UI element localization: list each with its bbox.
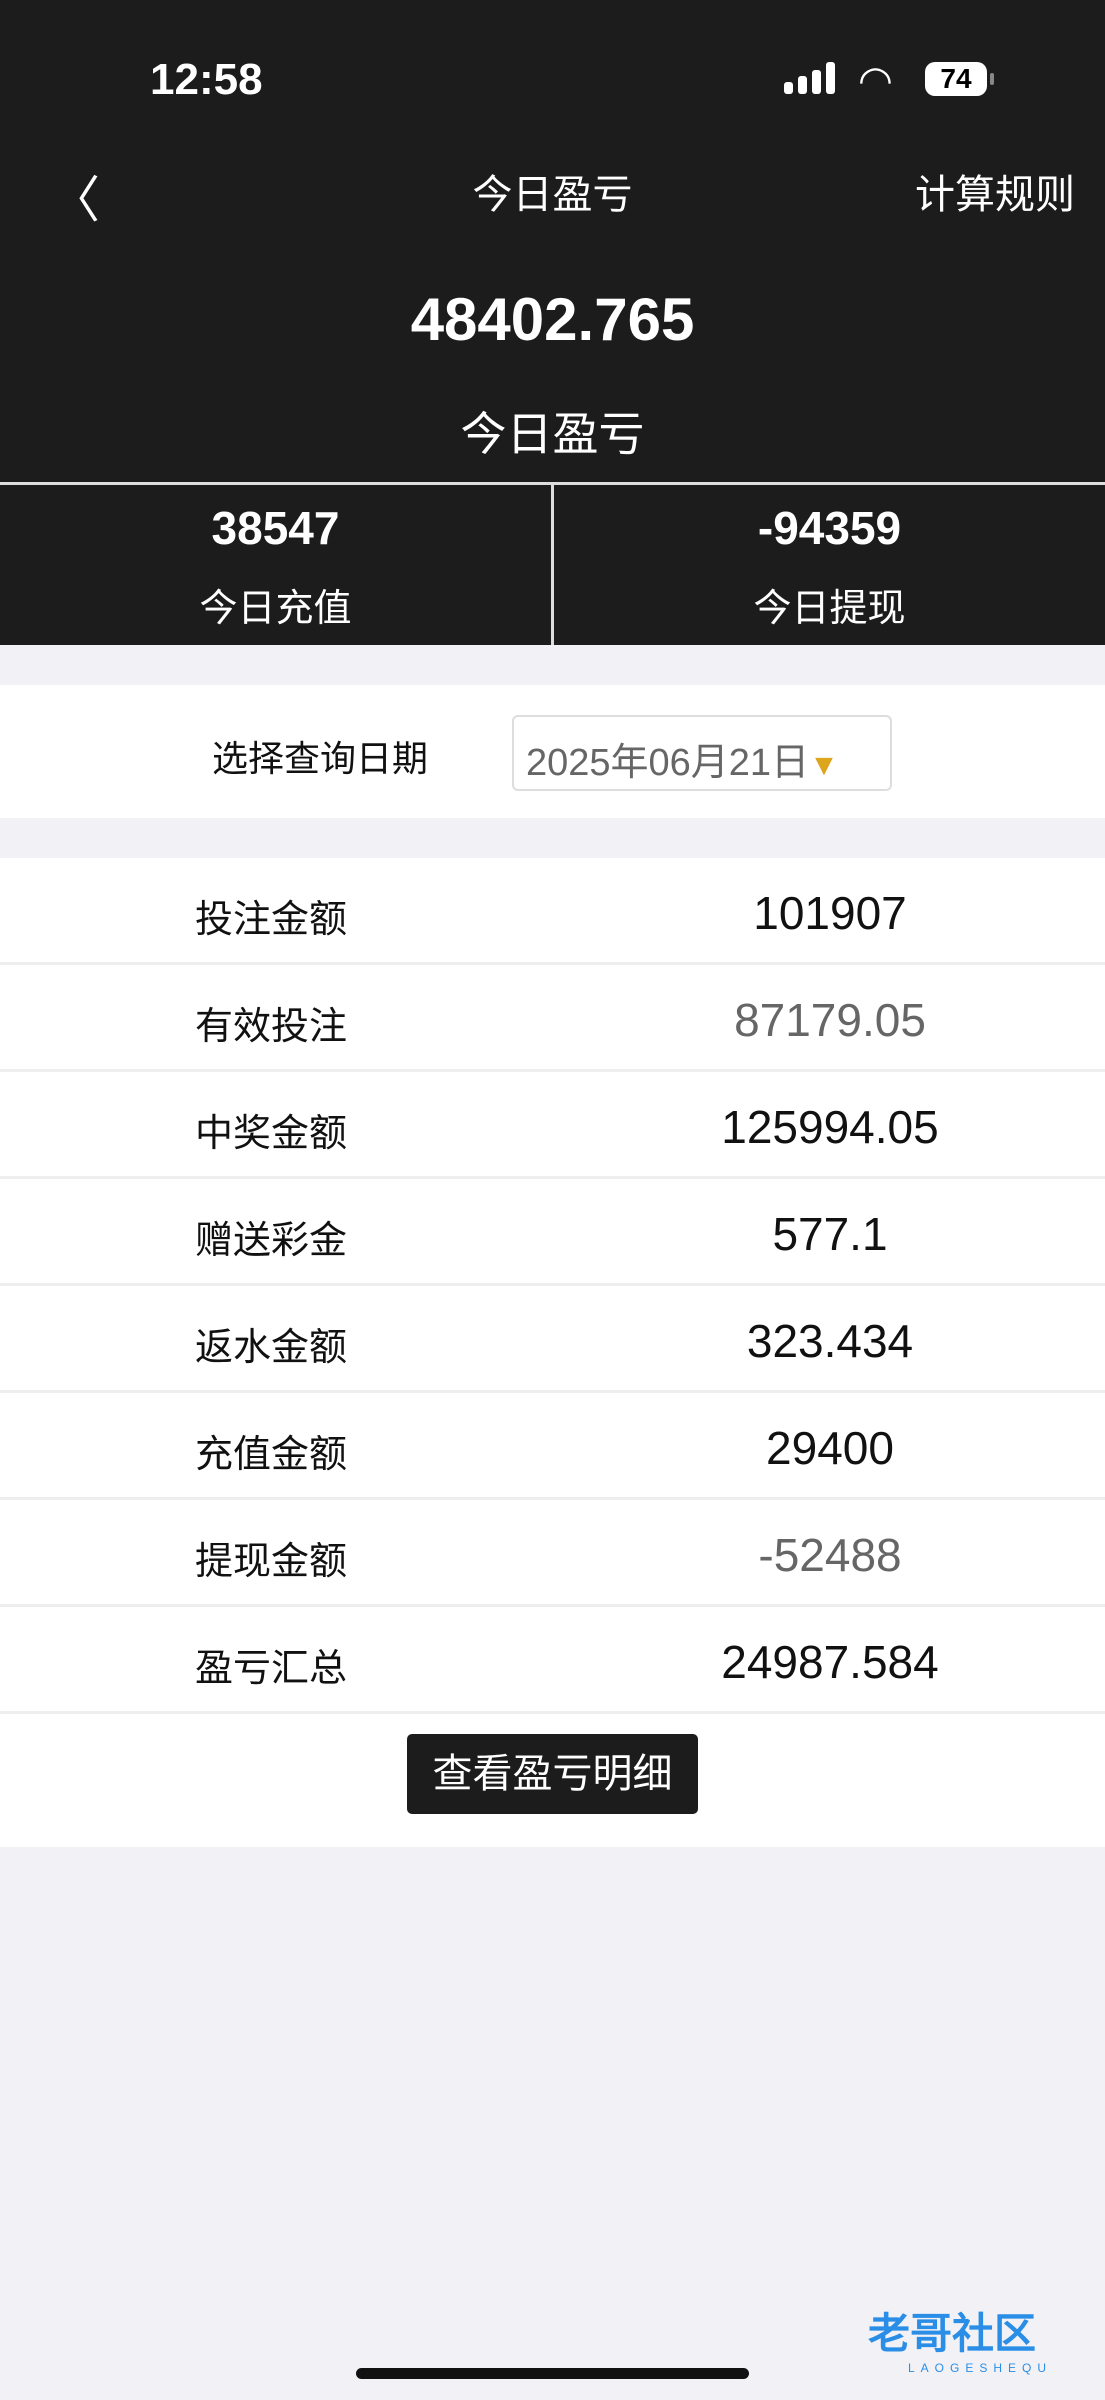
table-row: 投注金额 101907 — [0, 858, 1105, 965]
row-label: 提现金额 — [195, 1541, 348, 1583]
wifi-icon: ◠ — [858, 59, 893, 103]
stat-recharge: 38547 今日充值 — [0, 485, 551, 645]
view-details-button[interactable]: 查看盈亏明细 — [407, 1734, 698, 1814]
stat-label: 今日提现 — [753, 588, 906, 630]
page-title: 今日盈亏 — [472, 173, 633, 217]
row-label: 赠送彩金 — [195, 1220, 348, 1262]
stat-withdraw: -94359 今日提现 — [551, 485, 1105, 645]
stat-value: 38547 — [211, 502, 340, 554]
row-value: 87179.05 — [734, 994, 926, 1046]
table-row: 赠送彩金 577.1 — [0, 1179, 1105, 1286]
calc-rules-link[interactable]: 计算规则 — [915, 173, 1075, 217]
row-label: 中奖金额 — [195, 1113, 348, 1155]
battery-icon: 74 — [925, 62, 994, 96]
home-indicator[interactable] — [356, 2368, 749, 2379]
row-value: 29400 — [766, 1422, 894, 1474]
row-value: 125994.05 — [721, 1101, 939, 1153]
date-select[interactable]: 2025年06月21日▼ — [512, 715, 892, 791]
stats-bar: 38547 今日充值 -94359 今日提现 — [0, 482, 1105, 645]
status-time: 12:58 — [150, 55, 263, 104]
watermark-sub: LAOGESHEQU — [908, 2361, 1053, 2375]
date-filter-label: 选择查询日期 — [212, 738, 429, 779]
table-row: 提现金额 -52488 — [0, 1500, 1105, 1607]
row-label: 返水金额 — [195, 1327, 348, 1369]
row-label: 有效投注 — [195, 1006, 348, 1048]
table-row: 有效投注 87179.05 — [0, 965, 1105, 1072]
today-profit-label: 今日盈亏 — [460, 408, 645, 460]
row-value: 577.1 — [772, 1208, 888, 1260]
dropdown-triangle-icon: ▼ — [809, 749, 839, 782]
date-value: 2025年06月21日 — [526, 742, 810, 784]
today-profit-value: 48402.765 — [410, 286, 695, 353]
header: 12:58 ◠ 74 〈 今日盈亏 计算规则 48402.765 今日盈亏 38… — [0, 0, 1105, 645]
row-value: -52488 — [758, 1529, 902, 1581]
signal-icon — [784, 62, 835, 94]
table-row: 盈亏汇总 24987.584 — [0, 1607, 1105, 1714]
row-label: 投注金额 — [195, 899, 348, 941]
table-row: 中奖金额 125994.05 — [0, 1072, 1105, 1179]
row-value: 323.434 — [746, 1315, 914, 1367]
table-row: 返水金额 323.434 — [0, 1286, 1105, 1393]
watermark-text: 老哥社区 — [868, 2310, 1037, 2357]
stat-label: 今日充值 — [199, 588, 352, 630]
profit-table: 投注金额 101907 有效投注 87179.05 中奖金额 125994.05 赠送… — [0, 858, 1105, 1847]
date-filter-row: 选择查询日期 2025年06月21日▼ — [0, 685, 1105, 818]
button-row: 查看盈亏明细 — [0, 1714, 1105, 1847]
back-button[interactable]: 〈 — [50, 172, 100, 228]
row-label: 充值金额 — [195, 1434, 348, 1476]
table-row: 充值金额 29400 — [0, 1393, 1105, 1500]
row-value: 24987.584 — [721, 1636, 939, 1688]
stat-value: -94359 — [757, 502, 902, 554]
watermark-logo: 老哥社区 LAOGESHEQU — [868, 2300, 1052, 2375]
row-label: 盈亏汇总 — [195, 1648, 348, 1690]
row-value: 101907 — [753, 887, 907, 939]
